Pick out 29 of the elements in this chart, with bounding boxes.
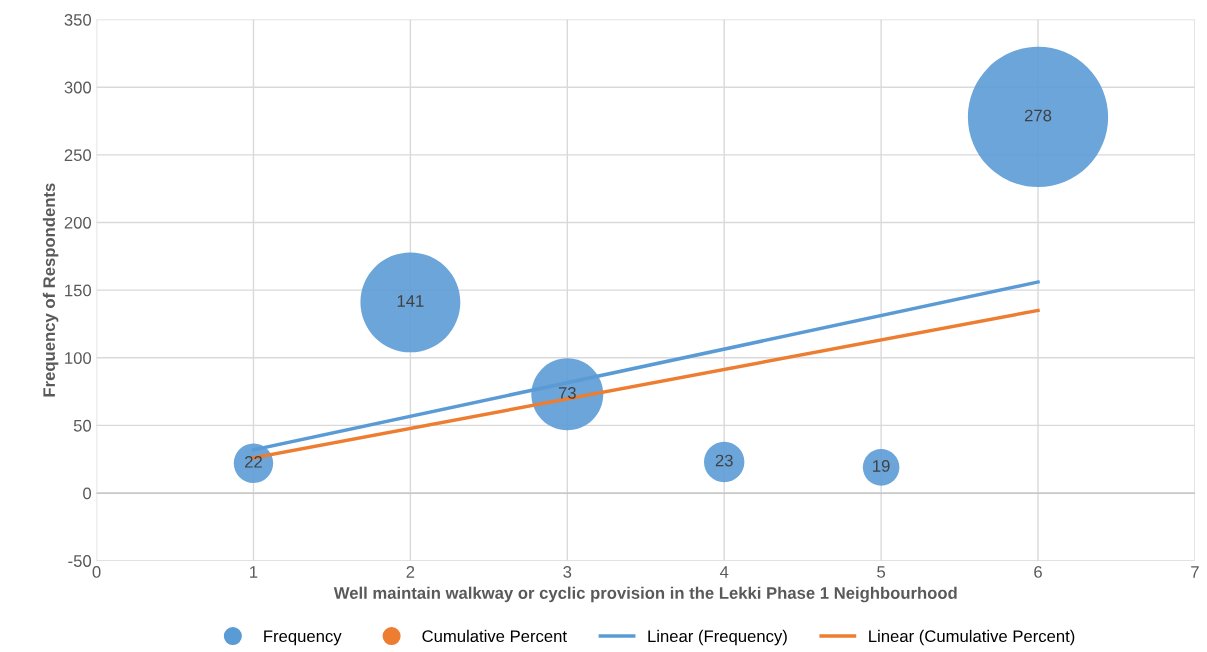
legend-label: Frequency bbox=[264, 630, 342, 646]
y-tick-label: 350 bbox=[64, 13, 92, 26]
y-tick-label: 100 bbox=[65, 352, 92, 364]
data-label: 278 bbox=[1024, 109, 1052, 122]
y-axis-title: Frequency of Respondents bbox=[42, 183, 59, 397]
y-tick-label: 300 bbox=[64, 81, 92, 94]
legend-label: Cumulative Percent bbox=[422, 629, 567, 643]
x-tick-label: 1 bbox=[250, 566, 258, 578]
x-tick-label: 7 bbox=[1191, 566, 1199, 578]
legend-label: Linear (Cumulative Percent) bbox=[869, 629, 1075, 646]
x-axis-title: Well maintain walkway or cyclic provision in the Lekki Phase 1 Neighbourhood bbox=[333, 586, 957, 603]
y-tick-label: 200 bbox=[64, 216, 92, 229]
x-tick-label: 5 bbox=[877, 566, 886, 578]
x-tick-label: 2 bbox=[406, 566, 415, 578]
y-tick-label: -50 bbox=[68, 555, 92, 567]
data-label: 19 bbox=[873, 460, 890, 472]
x-tick-label: 4 bbox=[719, 566, 729, 578]
x-tick-label: 3 bbox=[563, 566, 572, 578]
legend-label: Linear (Frequency) bbox=[648, 629, 787, 646]
y-tick-label: 150 bbox=[65, 284, 92, 297]
data-label: 73 bbox=[558, 386, 576, 399]
data-label: 23 bbox=[715, 454, 733, 467]
y-tick-label: 250 bbox=[64, 149, 92, 162]
y-tick-label: 50 bbox=[73, 419, 92, 432]
x-tick-label: 0 bbox=[92, 566, 101, 578]
data-label: 22 bbox=[245, 455, 262, 468]
y-tick-label: 0 bbox=[83, 487, 92, 500]
data-label: 141 bbox=[397, 295, 424, 307]
x-tick-label: 6 bbox=[1034, 566, 1042, 578]
